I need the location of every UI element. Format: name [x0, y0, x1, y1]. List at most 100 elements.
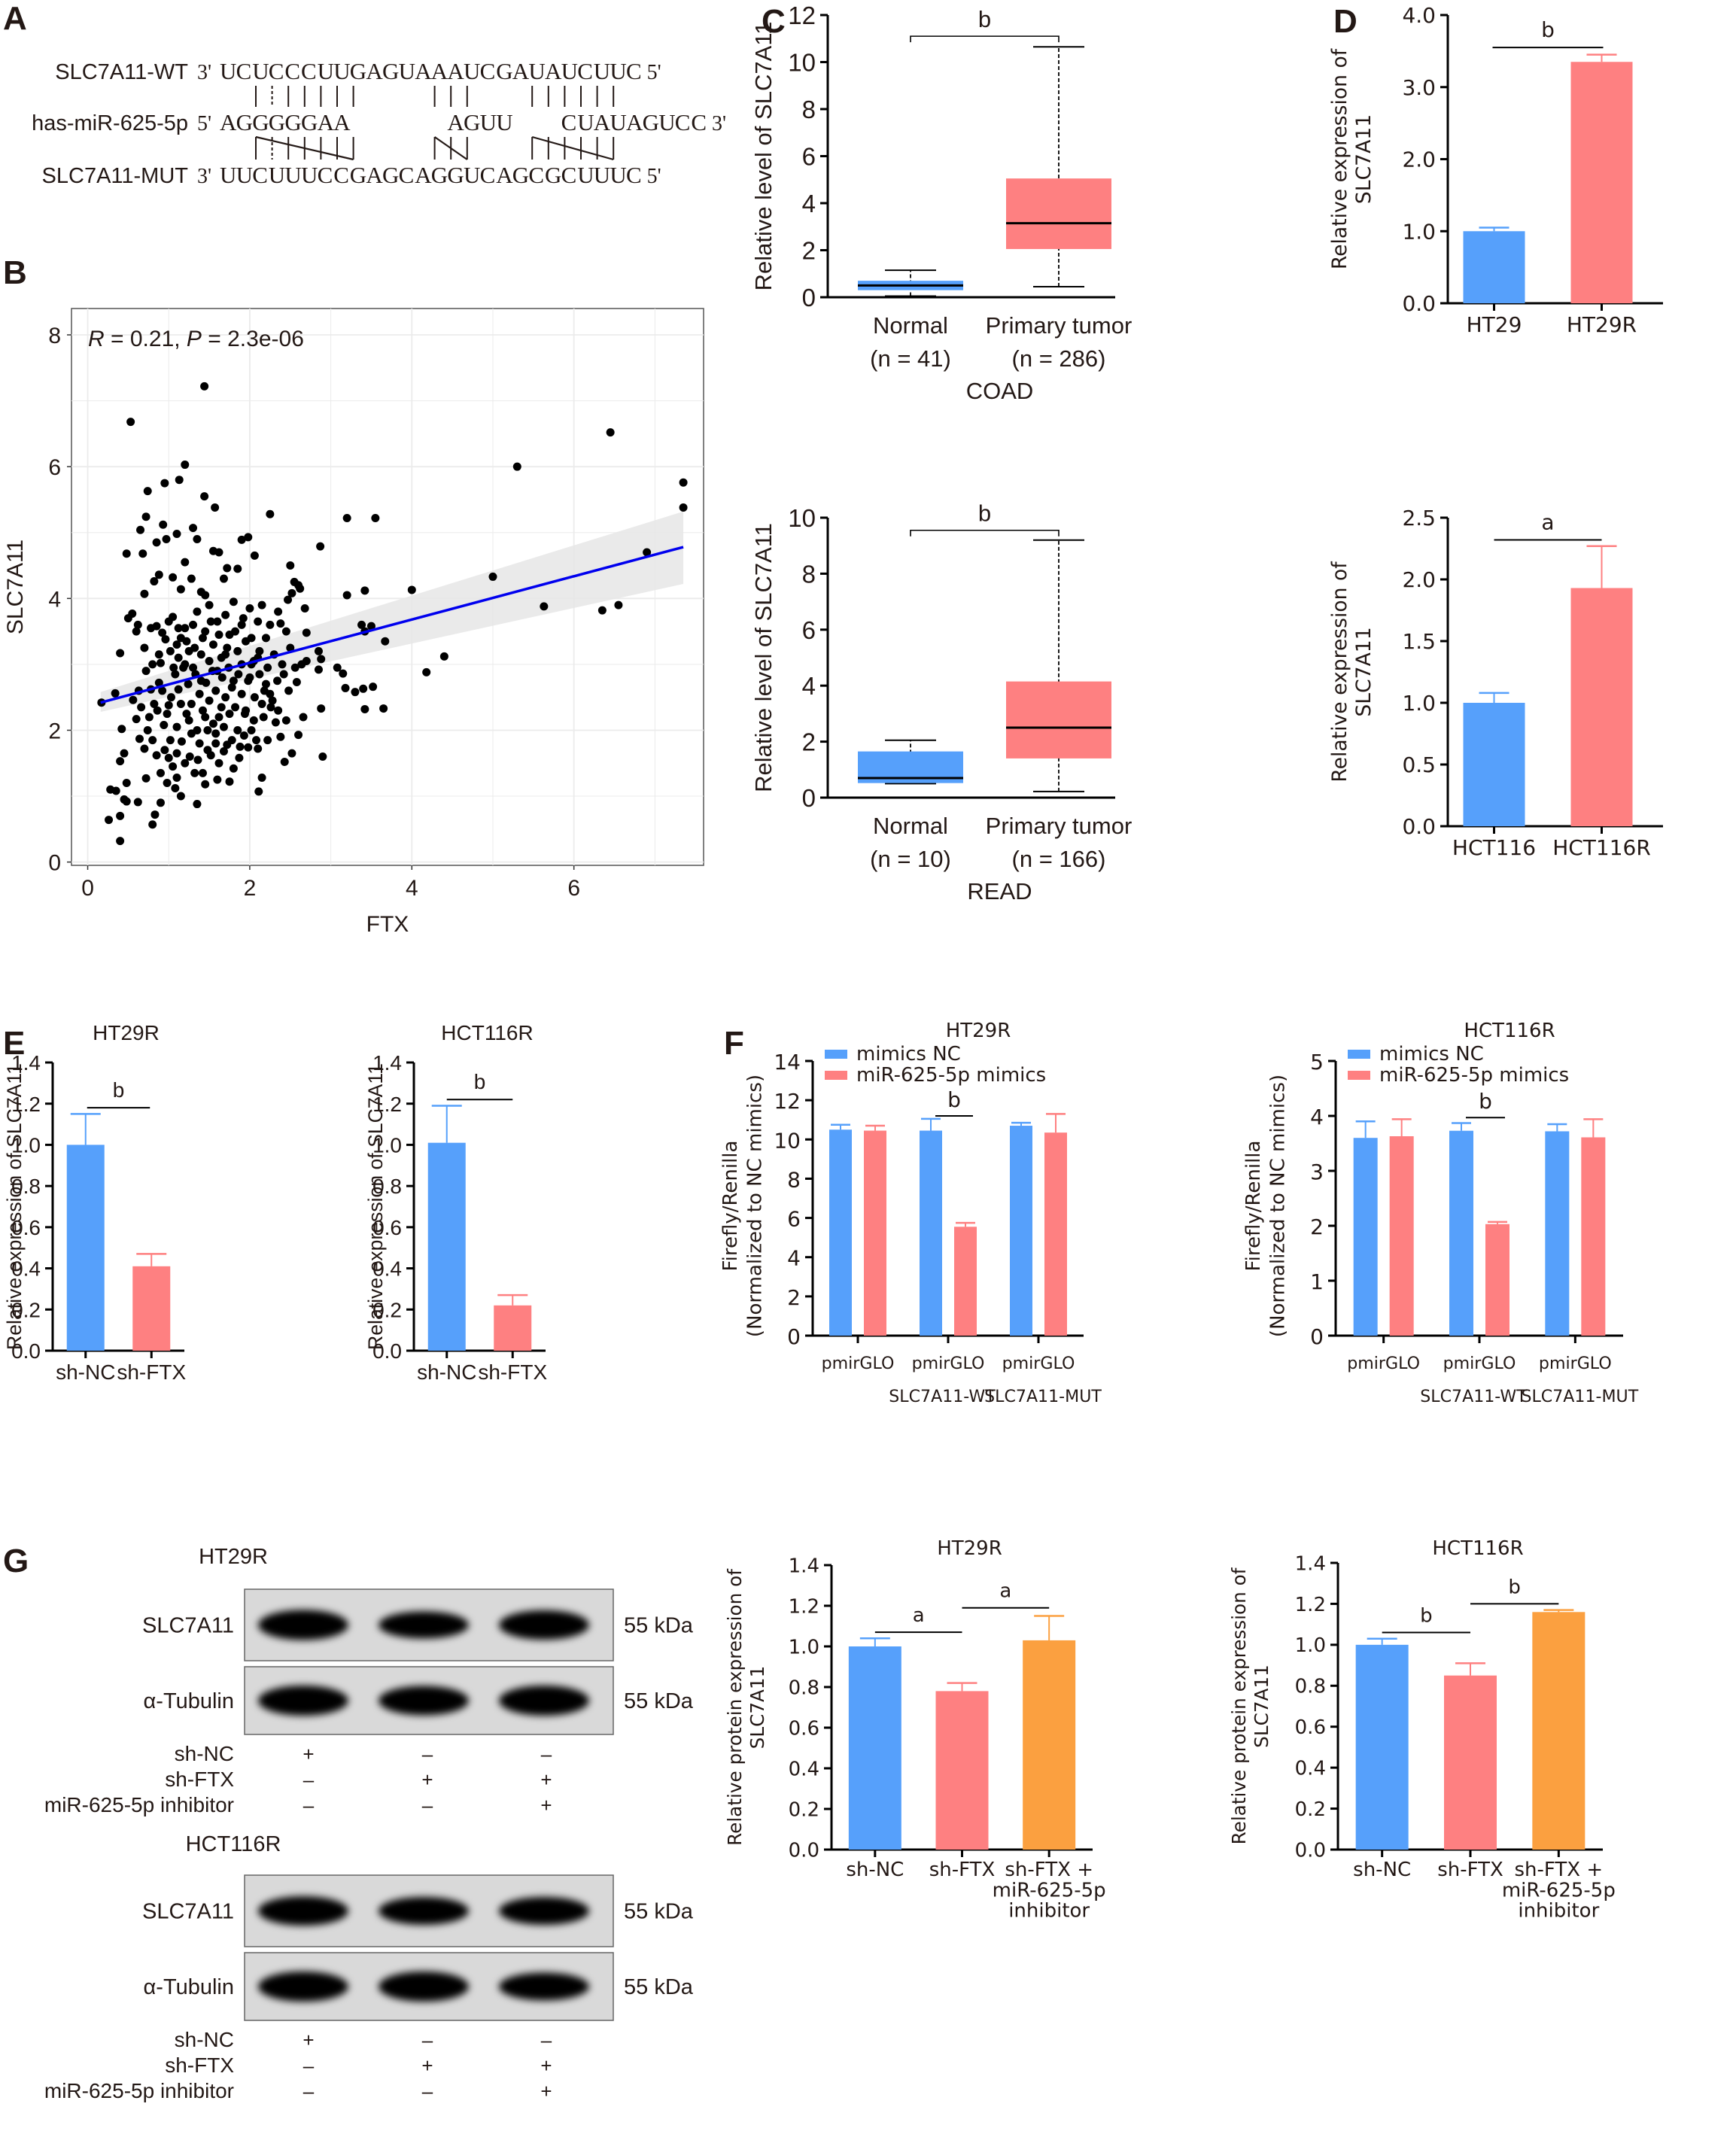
- data-point: [116, 649, 125, 658]
- data-point: [299, 713, 308, 722]
- y-axis-label: SLC7A11: [1251, 1664, 1272, 1748]
- nucleotide: A: [415, 162, 432, 188]
- y-tick-label: 1.0: [372, 1134, 402, 1157]
- data-point: [201, 627, 210, 636]
- panel-e-ht29r-bar: HT29R 0.0 0.2 0.4 0.6 0.8 1.0 1.2 1.4 sh-NC sh-FTX…: [0, 1008, 361, 1505]
- nucleotide: A: [366, 58, 383, 84]
- sample-size-label: (n = 10): [870, 846, 951, 872]
- category-label: pmirGLO: [1443, 1354, 1516, 1373]
- y-tick-label: 1.4: [11, 1051, 41, 1075]
- y-tick-label: 3: [1310, 1160, 1324, 1184]
- panel-letter-c: C: [762, 3, 786, 40]
- bar-chart-ht29: 0.0 1.0 2.0 3.0 4.0 HT29 HT29R b Relative expres…: [1328, 3, 1663, 337]
- data-point: [371, 513, 380, 522]
- panel-letter-b: B: [3, 254, 27, 291]
- condition-mark: –: [422, 1794, 433, 1816]
- protein-band: [499, 1972, 589, 2001]
- x-axis-label: READ: [967, 878, 1032, 904]
- bar: [1532, 1612, 1586, 1850]
- data-point: [190, 768, 199, 777]
- significance-label: a: [913, 1604, 925, 1627]
- data-point: [211, 686, 220, 695]
- category-label: sh-FTX +: [1005, 1859, 1093, 1881]
- molecular-weight-label: 55 kDa: [624, 1975, 694, 1999]
- y-tick-label: 12: [774, 1089, 801, 1114]
- data-point: [422, 667, 431, 676]
- data-point: [198, 634, 207, 643]
- y-tick-label: 2: [48, 719, 61, 743]
- category-label: HT29R: [1567, 312, 1637, 337]
- nucleotide: U: [464, 58, 480, 84]
- protein-band: [258, 1686, 348, 1716]
- data-point: [245, 603, 254, 613]
- data-point: [187, 729, 196, 738]
- y-tick-label: 0.0: [789, 1839, 819, 1862]
- data-point: [237, 689, 246, 698]
- sample-size-label: (n = 286): [1012, 345, 1106, 372]
- data-point: [266, 689, 275, 698]
- significance-label: b: [1541, 17, 1555, 42]
- nucleotide: A: [333, 109, 351, 135]
- strand-end-label: 5': [197, 112, 211, 135]
- y-axis-label: Firefly/Renilla: [719, 1141, 742, 1272]
- data-point: [211, 503, 220, 512]
- annotation-part: P: [187, 327, 202, 351]
- bar: [864, 1130, 886, 1336]
- alignment-svg: SLC7A11-WT 3' U C U C C C U U G A G U A A A U C G A U A U C U U C 5'…: [32, 58, 726, 188]
- data-point: [154, 650, 163, 659]
- data-point: [140, 744, 149, 753]
- nucleotide: C: [577, 58, 593, 84]
- y-axis-label: Relative expression of SLC7A11: [3, 1063, 26, 1350]
- y-axis-label: (Normalized to NC mimics): [1266, 1075, 1289, 1337]
- bar: [1355, 1644, 1409, 1850]
- data-point: [116, 757, 125, 766]
- data-point: [172, 774, 181, 783]
- data-point: [242, 706, 251, 715]
- condition-mark: –: [541, 1743, 552, 1765]
- data-point: [229, 676, 238, 686]
- y-tick-label: 0.8: [1295, 1676, 1326, 1698]
- protein-band: [499, 1897, 589, 1925]
- data-point: [281, 627, 290, 636]
- data-point: [132, 715, 141, 724]
- panel-a-alignment: SLC7A11-WT 3' U C U C C C U U G A G U A A A U C G A U A U C U U C 5'…: [0, 45, 752, 196]
- data-point: [123, 614, 132, 623]
- data-point: [266, 620, 275, 629]
- category-label: pmirGLO: [1539, 1354, 1612, 1373]
- data-point: [171, 784, 180, 793]
- y-axis-label: Relative expression of: [1328, 48, 1351, 269]
- data-point: [141, 667, 150, 676]
- data-point: [148, 660, 157, 669]
- nucleotide: G: [350, 58, 366, 84]
- western-blot-ht29r: HT29R SLC7A11 55 kDa α-Tubulin 55 kDa sh-NC + –…: [0, 1535, 715, 1836]
- data-point: [166, 736, 175, 745]
- y-tick-label: 2: [802, 728, 816, 756]
- nucleotide: U: [480, 109, 497, 135]
- data-point: [190, 643, 199, 652]
- data-point: [211, 739, 220, 748]
- data-point: [278, 660, 287, 669]
- data-point: [235, 753, 244, 762]
- condition-label: sh-FTX: [165, 2053, 234, 2077]
- data-point: [176, 699, 185, 708]
- y-tick-label: 1.0: [1402, 691, 1436, 716]
- legend-label: miR-625-5p mimics: [1379, 1064, 1569, 1087]
- correlation-annotation: R = 0.21, P = 2.3e-06: [88, 327, 304, 351]
- y-axis-label: Relative protein expression of: [1228, 1567, 1250, 1844]
- data-point: [254, 617, 263, 626]
- bar-chart-e-hct116r: HCT116R 0.0 0.2 0.4 0.6 0.8 1.0 1.2 1.4 sh-NC sh-F…: [364, 1021, 547, 1384]
- data-point: [137, 703, 146, 712]
- data-point: [250, 693, 259, 702]
- data-point: [214, 758, 223, 768]
- y-tick-label: 0.4: [789, 1758, 819, 1780]
- data-point: [159, 520, 168, 529]
- data-point: [266, 509, 275, 518]
- data-point: [233, 646, 242, 655]
- panel-letter-d: D: [1333, 3, 1357, 40]
- y-tick-label: 0.0: [1402, 814, 1436, 839]
- data-point: [257, 699, 266, 708]
- panel-f-hct116r-luciferase: HCT116R 0 1 2 3 4 5 pmirGLO pmirGLO SLC7A11-WT pmi…: [1242, 1008, 1736, 1528]
- data-point: [143, 487, 152, 496]
- bar: [1581, 1137, 1606, 1336]
- nucleotide: U: [220, 162, 236, 188]
